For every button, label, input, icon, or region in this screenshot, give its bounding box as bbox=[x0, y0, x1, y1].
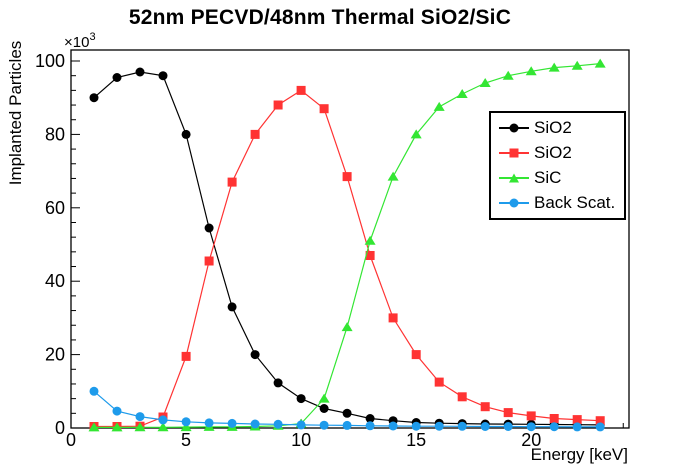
plot-frame bbox=[70, 49, 630, 429]
legend-item-3: Back Scat. bbox=[499, 191, 624, 215]
y-axis-title: Implanted Particles bbox=[6, 41, 25, 186]
svg-text:0: 0 bbox=[55, 418, 65, 438]
legend-triangle-icon bbox=[499, 171, 529, 184]
chart-title: 52nm PECVD/48nm Thermal SiO2/SiC bbox=[128, 6, 512, 29]
svg-text:10: 10 bbox=[291, 430, 311, 450]
legend-item-0: SiO2 bbox=[499, 116, 624, 140]
svg-text:100: 100 bbox=[35, 51, 65, 71]
legend-label: SiO2 bbox=[534, 143, 572, 163]
svg-text:15: 15 bbox=[406, 430, 426, 450]
svg-text:5: 5 bbox=[181, 430, 191, 450]
legend-item-1: SiO2 bbox=[499, 141, 624, 165]
svg-text:80: 80 bbox=[45, 124, 65, 144]
legend-circle-icon bbox=[499, 122, 529, 135]
svg-text:40: 40 bbox=[45, 271, 65, 291]
svg-text:60: 60 bbox=[45, 198, 65, 218]
x-axis-title: Energy [keV] bbox=[531, 445, 628, 464]
legend-item-2: SiC bbox=[499, 166, 624, 190]
x-axis-tick-labels: 0 5 10 15 20 bbox=[66, 430, 541, 450]
y-axis-ticks bbox=[71, 60, 80, 429]
legend-label: SiO2 bbox=[534, 118, 572, 138]
legend-circle-icon bbox=[499, 196, 529, 209]
legend-box: SiO2 SiO2 SiC Back Scat. bbox=[489, 111, 626, 220]
legend-label: SiC bbox=[534, 167, 562, 187]
svg-text:20: 20 bbox=[521, 430, 541, 450]
y-axis-tick-labels: 0 20 40 60 80 100 bbox=[35, 51, 65, 438]
legend-square-icon bbox=[499, 147, 529, 160]
legend-label: Back Scat. bbox=[534, 192, 616, 212]
series-back-scat bbox=[89, 386, 605, 432]
y-axis-multiplier: ×103 bbox=[64, 31, 96, 51]
svg-text:0: 0 bbox=[66, 430, 76, 450]
svg-text:20: 20 bbox=[45, 345, 65, 365]
